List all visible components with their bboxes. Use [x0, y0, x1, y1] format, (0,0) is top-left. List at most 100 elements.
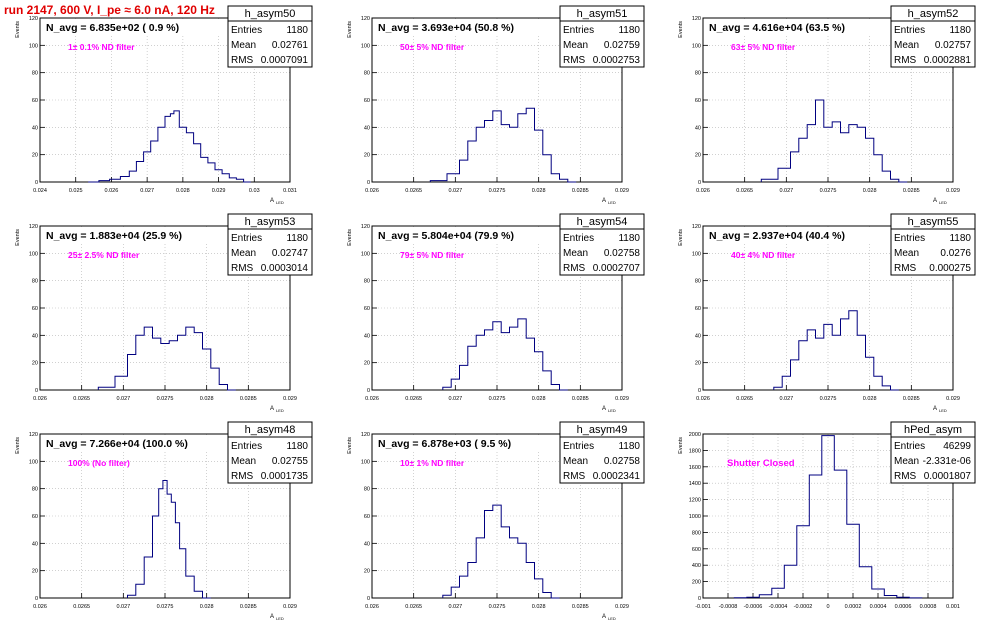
stats-box-body [890, 228, 976, 276]
stats-label: Entries [563, 25, 594, 36]
y-tick-label: 200 [692, 580, 701, 586]
x-tick-label: 0.001 [946, 604, 960, 610]
y-tick-label: 2000 [689, 432, 701, 438]
x-axis-subscript: LED [276, 616, 284, 621]
stats-label: RMS [563, 55, 586, 66]
stats-label: Mean [231, 456, 256, 467]
y-tick-label: 80 [695, 71, 701, 77]
y-tick-label: 60 [32, 514, 38, 520]
n-avg-box [44, 436, 224, 450]
histogram-panel-hPed_asym: -0.001 -0.0008 -0.0006 -0.0004 -0.0002 0 0.000… [678, 421, 976, 610]
stats-value: 0.02757 [935, 40, 972, 51]
y-tick-label: 120 [361, 16, 370, 22]
x-tick-label: 0.027 [779, 396, 793, 402]
stats-value: 1180 [286, 441, 308, 452]
filter-label: 100% (No filter) [68, 458, 130, 468]
x-axis-subscript: LED [276, 200, 284, 205]
stats-value: 0.0002753 [593, 55, 641, 66]
x-axis-subscript: LED [939, 408, 947, 413]
y-tick-label: 100 [29, 43, 38, 49]
x-tick-label: 0.026 [365, 604, 379, 610]
filter-label: 63± 5% ND filter [731, 42, 796, 52]
x-tick-label: 0.0275 [489, 396, 506, 402]
stats-label: Mean [563, 248, 588, 259]
stats-value: 1180 [286, 25, 308, 36]
y-tick-label: 1400 [689, 481, 701, 487]
x-tick-label: 0.026 [696, 188, 710, 194]
stats-label: RMS [231, 471, 254, 482]
n-avg-label: N_avg = 6.878e+03 ( 9.5 %) [378, 438, 511, 450]
y-tick-label: 100 [692, 43, 701, 49]
n-avg-label: N_avg = 7.266e+04 (100.0 %) [46, 438, 188, 450]
x-tick-label: 0.0275 [820, 396, 837, 402]
stats-label: Mean [894, 40, 919, 51]
stats-box-body [890, 20, 976, 68]
n-avg-label: N_avg = 5.804e+04 (79.9 %) [378, 230, 514, 242]
y-axis-title: Events [15, 21, 21, 38]
stats-label: Entries [231, 233, 262, 244]
stats-value: 46299 [943, 441, 971, 452]
x-tick-label: 0.0275 [489, 604, 506, 610]
x-tick-label: 0.029 [283, 604, 297, 610]
y-tick-label: 400 [692, 563, 701, 569]
stats-box-title: h_asym51 [577, 8, 628, 20]
x-tick-label: 0.028 [176, 188, 190, 194]
y-tick-label: 100 [361, 251, 370, 257]
x-tick-label: 0.0285 [903, 396, 920, 402]
x-tick-label: 0.0265 [736, 188, 753, 194]
histogram-line [442, 318, 568, 391]
stats-value: 0.02755 [272, 456, 309, 467]
x-tick-label: 0.029 [615, 188, 629, 194]
stats-label: Entries [563, 441, 594, 452]
x-tick-label: 0.029 [212, 188, 226, 194]
stats-label: RMS [563, 471, 586, 482]
y-axis-title: Events [678, 21, 684, 38]
stats-box-title: h_asym49 [577, 424, 628, 436]
n-avg-box [44, 228, 224, 242]
x-tick-label: 0.026 [105, 188, 119, 194]
filter-label: 40± 4% ND filter [731, 250, 796, 260]
x-tick-label: 0.0275 [157, 604, 174, 610]
y-tick-label: 20 [364, 361, 370, 367]
n-avg-box [707, 228, 887, 242]
x-tick-label: 0.027 [448, 604, 462, 610]
filter-label: Shutter Closed [727, 458, 795, 469]
y-tick-label: 1800 [689, 448, 701, 454]
x-tick-label: 0.027 [448, 396, 462, 402]
stats-value: 0.02758 [604, 456, 641, 467]
y-tick-label: 120 [29, 432, 38, 438]
y-axis-title: Events [15, 437, 21, 454]
y-tick-label: 20 [364, 569, 370, 575]
y-tick-label: 60 [364, 514, 370, 520]
x-axis-title: A [602, 614, 606, 620]
x-tick-label: 0.0275 [157, 396, 174, 402]
histogram-panel-h_asym48: 0.026 0.0265 0.027 0.0275 0.028 0.0285 0.029 0 2… [15, 421, 313, 621]
y-tick-label: 80 [32, 487, 38, 493]
x-tick-label: 0.028 [863, 396, 877, 402]
n-avg-label: N_avg = 3.693e+04 (50.8 %) [378, 22, 514, 34]
x-tick-label: 0.028 [532, 188, 546, 194]
stats-value: 0.02747 [272, 248, 309, 259]
y-tick-label: 60 [32, 306, 38, 312]
stats-label: Entries [563, 233, 594, 244]
stats-label: RMS [231, 263, 254, 274]
x-tick-label: 0.026 [365, 188, 379, 194]
y-tick-label: 800 [692, 530, 701, 536]
stats-label: Mean [563, 456, 588, 467]
histogram-line [127, 480, 211, 599]
stats-label: Mean [563, 40, 588, 51]
x-tick-label: 0.03 [249, 188, 260, 194]
n-avg-box [707, 20, 887, 34]
y-tick-label: 120 [361, 224, 370, 230]
plot-frame [702, 225, 954, 391]
stats-label: RMS [894, 471, 917, 482]
stats-label: Entries [894, 441, 925, 452]
stats-value: 0.0007091 [261, 55, 309, 66]
stats-value: 0.0002707 [593, 263, 641, 274]
histogram-panel-h_asym51: 0.026 0.0265 0.027 0.0275 0.028 0.0285 0.029 0 2… [347, 5, 645, 205]
y-tick-label: 40 [364, 541, 370, 547]
x-tick-label: 0.0275 [820, 188, 837, 194]
x-tick-label: 0 [826, 604, 829, 610]
x-axis-subscript: LED [276, 408, 284, 413]
x-tick-label: -0.0006 [744, 604, 763, 610]
